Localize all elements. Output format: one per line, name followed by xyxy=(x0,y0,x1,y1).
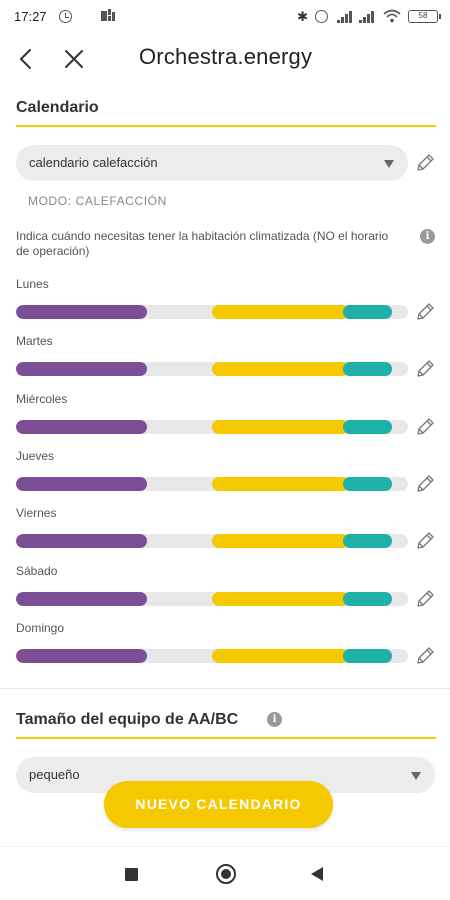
system-nav-bar xyxy=(0,846,450,900)
schedule-segment-yellow xyxy=(212,534,350,548)
nav-back-icon[interactable] xyxy=(311,867,323,881)
schedule-segment-purple xyxy=(16,305,148,319)
schedule-segment-purple xyxy=(16,649,148,663)
status-time: 17:27 xyxy=(14,9,47,24)
close-icon[interactable] xyxy=(61,46,87,72)
schedule-segment-yellow xyxy=(212,362,350,376)
day-label: Domingo xyxy=(16,621,65,635)
pencil-icon[interactable] xyxy=(414,152,436,174)
schedule-segment-yellow xyxy=(212,420,350,434)
caret-down-icon xyxy=(384,160,394,168)
schedule-segment-purple xyxy=(16,592,148,606)
day-label: Martes xyxy=(16,334,53,348)
schedule-segment-teal xyxy=(343,534,393,548)
schedule-segment-teal xyxy=(343,420,393,434)
pencil-icon[interactable] xyxy=(414,416,436,438)
app-notification-icon xyxy=(101,9,115,21)
schedule-segment-yellow xyxy=(212,592,350,606)
day-schedule-bar[interactable] xyxy=(16,534,408,548)
schedule-segment-teal xyxy=(343,592,393,606)
mode-label: MODO: CALEFACCIÓN xyxy=(28,194,167,208)
page-title: Orchestra.energy xyxy=(139,44,313,69)
schedule-segment-teal xyxy=(343,477,393,491)
app-bar: Orchestra.energy xyxy=(0,34,450,84)
home-icon[interactable] xyxy=(216,864,236,884)
calendar-section-title: Calendario xyxy=(16,99,99,116)
day-label: Sábado xyxy=(16,564,58,578)
day-schedule-bar[interactable] xyxy=(16,420,408,434)
info-icon[interactable]: i xyxy=(420,229,435,244)
alarm-clock-icon xyxy=(315,10,328,23)
day-schedule-bar[interactable] xyxy=(16,592,408,606)
schedule-segment-yellow xyxy=(212,649,350,663)
pencil-icon[interactable] xyxy=(414,645,436,667)
hint-text: Indica cuándo necesitas tener la habitac… xyxy=(16,229,389,258)
bluetooth-icon: ✱ xyxy=(297,9,308,24)
day-schedule-bar[interactable] xyxy=(16,305,408,319)
schedule-segment-purple xyxy=(16,362,148,376)
new-calendar-button[interactable]: NUEVO CALENDARIO xyxy=(104,781,333,828)
divider xyxy=(0,688,450,689)
section-underline xyxy=(16,737,436,739)
pencil-icon[interactable] xyxy=(414,530,436,552)
recent-apps-icon[interactable] xyxy=(125,868,138,881)
day-label: Viernes xyxy=(16,506,57,520)
schedule-segment-teal xyxy=(343,649,393,663)
wifi-icon xyxy=(383,9,401,23)
schedule-segment-yellow xyxy=(212,305,350,319)
signal-icon xyxy=(359,11,374,23)
pencil-icon[interactable] xyxy=(414,588,436,610)
day-label: Jueves xyxy=(16,449,55,463)
section-underline xyxy=(16,125,436,127)
signal-icon xyxy=(337,11,352,23)
schedule-segment-purple xyxy=(16,420,148,434)
day-schedule-bar[interactable] xyxy=(16,362,408,376)
alarm-icon xyxy=(59,10,72,23)
battery-icon: 58 xyxy=(408,10,441,23)
schedule-segment-teal xyxy=(343,305,393,319)
day-schedule-bar[interactable] xyxy=(16,649,408,663)
schedule-segment-yellow xyxy=(212,477,350,491)
schedule-segment-purple xyxy=(16,477,148,491)
schedule-segment-teal xyxy=(343,362,393,376)
equipment-section-title: Tamaño del equipo de AA/BC xyxy=(16,711,239,728)
status-bar: 17:27 ✱ 58 xyxy=(0,0,450,34)
pencil-icon[interactable] xyxy=(414,301,436,323)
info-icon[interactable]: i xyxy=(267,712,282,727)
equipment-size-value: pequeño xyxy=(29,767,80,782)
calendar-select[interactable]: calendario calefacción xyxy=(16,145,408,181)
schedule-segment-purple xyxy=(16,534,148,548)
day-schedule-bar[interactable] xyxy=(16,477,408,491)
calendar-select-value: calendario calefacción xyxy=(29,155,158,170)
arrow-left-icon[interactable] xyxy=(14,46,40,72)
caret-down-icon xyxy=(411,772,421,780)
day-label: Miércoles xyxy=(16,392,68,406)
pencil-icon[interactable] xyxy=(414,358,436,380)
day-label: Lunes xyxy=(16,277,49,291)
pencil-icon[interactable] xyxy=(414,473,436,495)
